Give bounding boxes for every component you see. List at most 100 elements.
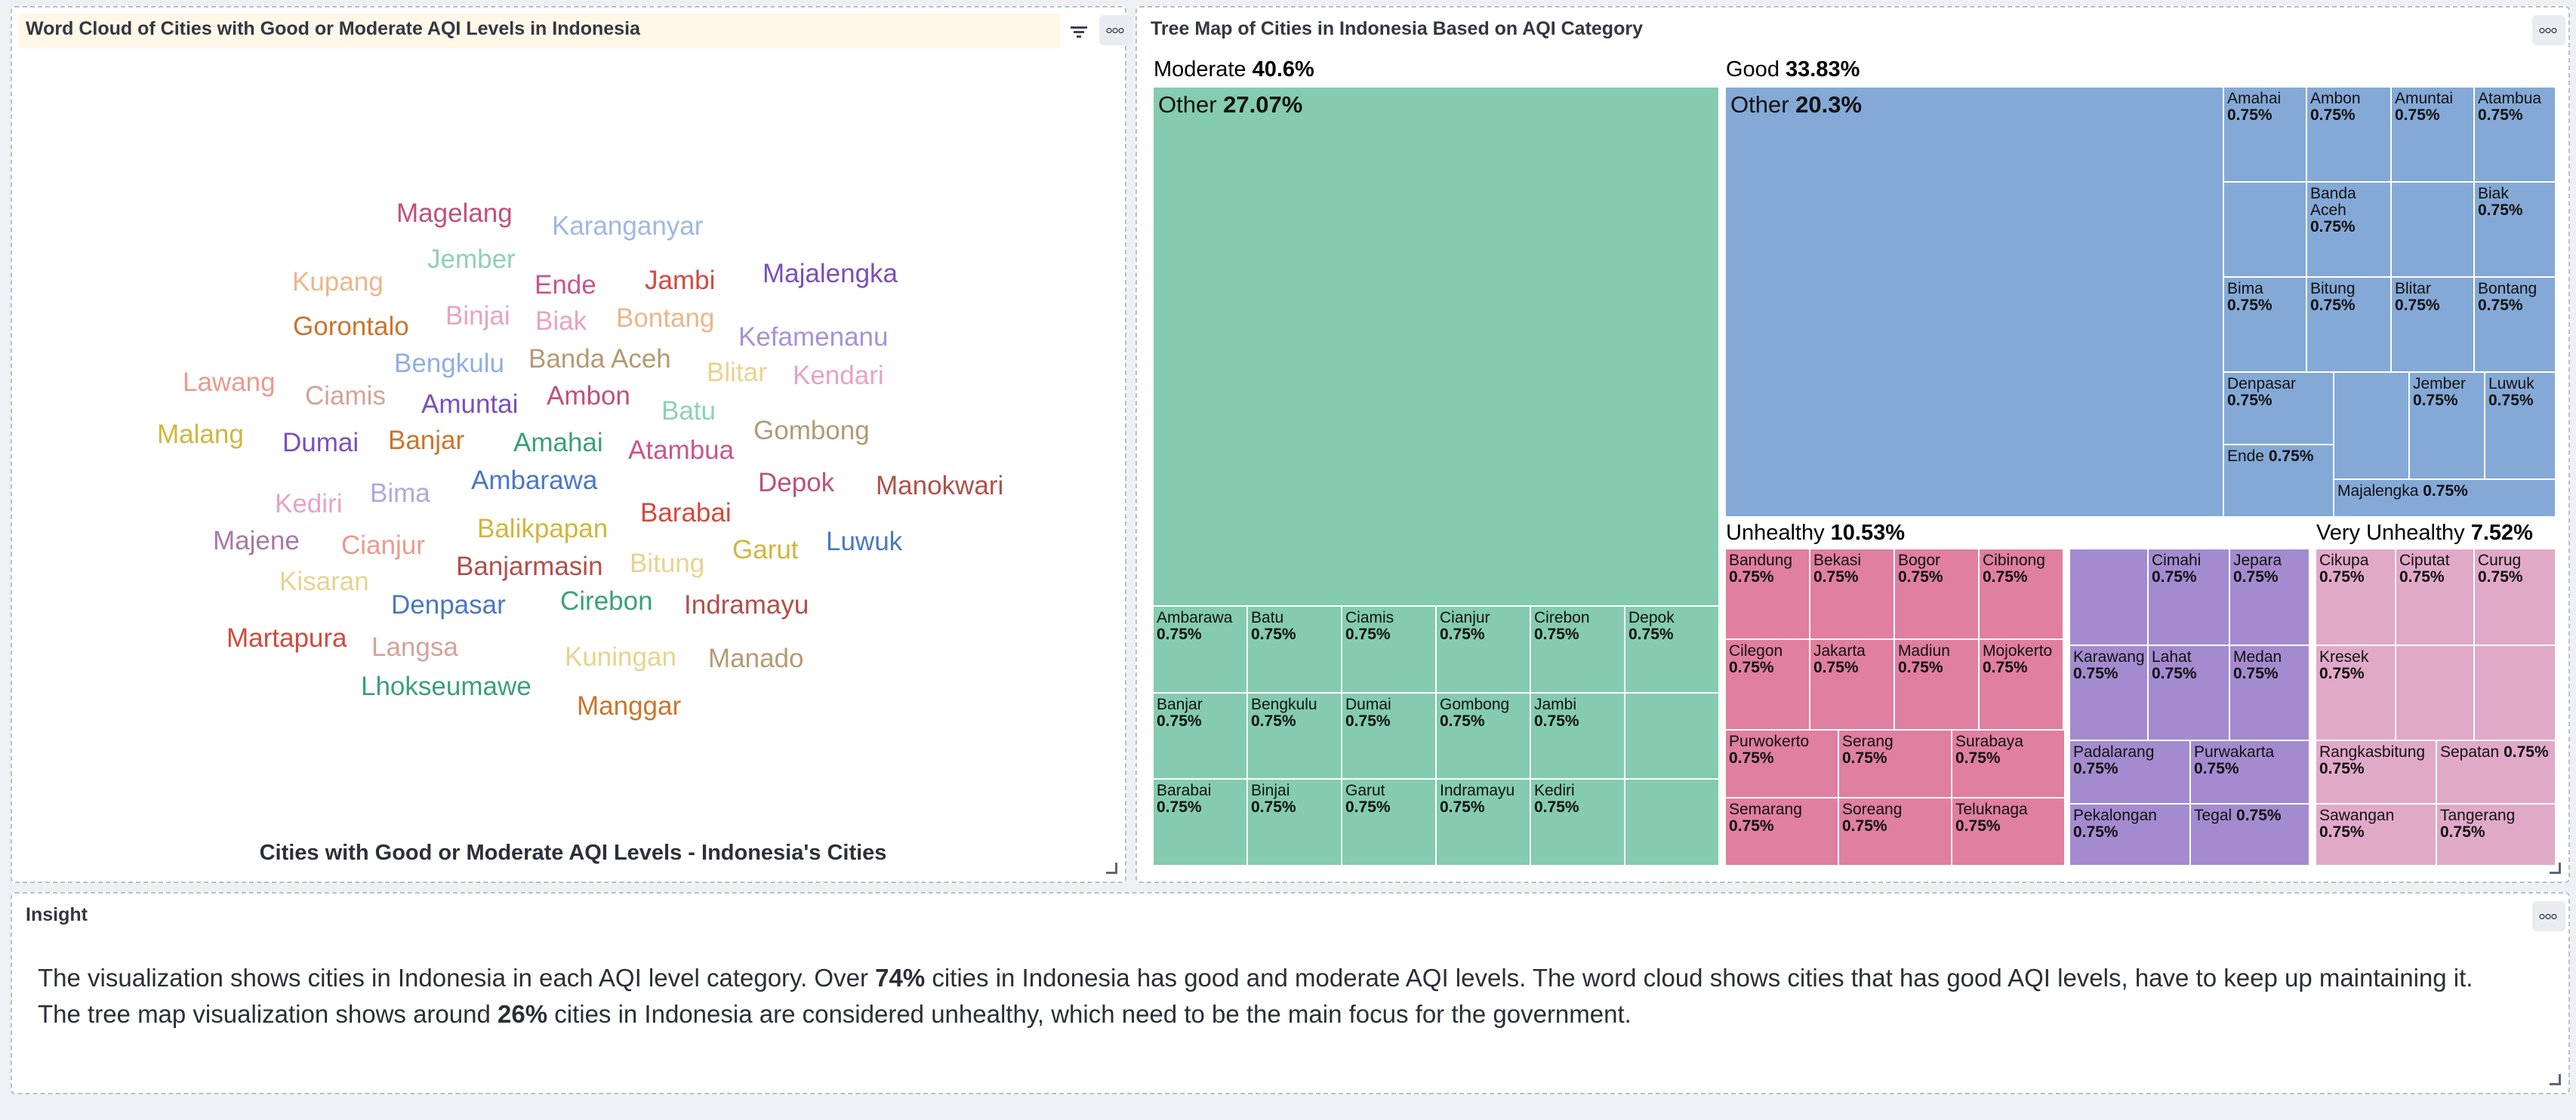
treemap-tile-name: Bitung bbox=[2310, 280, 2356, 297]
treemap-tile[interactable]: Garut 0.75% bbox=[1342, 780, 1437, 866]
treemap-tile[interactable]: Depok 0.75% bbox=[1625, 607, 1720, 694]
treemap-tile[interactable]: Sawangan 0.75% bbox=[2316, 805, 2437, 866]
treemap-tile[interactable]: Banda Aceh 0.75% bbox=[2307, 183, 2392, 278]
treemap-tile[interactable]: Majalengka 0.75% bbox=[2334, 480, 2556, 518]
treemap-tile[interactable]: Surabaya 0.75% bbox=[1952, 731, 2066, 798]
treemap-tile[interactable]: Ende 0.75% bbox=[2224, 445, 2334, 518]
word-cloud-word: Garut bbox=[732, 535, 799, 565]
treemap-tile[interactable]: Padalarang 0.75% bbox=[2070, 741, 2191, 805]
treemap-tile[interactable]: Bontang 0.75% bbox=[2475, 278, 2556, 373]
treemap-tile[interactable]: Luwuk 0.75% bbox=[2485, 373, 2556, 480]
treemap-tile-name: Atambua bbox=[2478, 90, 2542, 107]
treemap-tile[interactable]: Banjar 0.75% bbox=[1154, 694, 1248, 780]
treemap-tile[interactable] bbox=[2392, 183, 2475, 278]
treemap-tile-percent: 0.75% bbox=[1440, 712, 1485, 730]
treemap-tile[interactable]: Jember 0.75% bbox=[2410, 373, 2485, 480]
treemap-tile[interactable]: Cilegon 0.75% bbox=[1726, 640, 1810, 731]
word-cloud-word: Malang bbox=[157, 420, 244, 449]
treemap-tile[interactable] bbox=[2070, 549, 2149, 646]
treemap-tile[interactable]: Bandung 0.75% bbox=[1726, 549, 1810, 640]
treemap-tile[interactable]: Tegal 0.75% bbox=[2191, 805, 2310, 866]
treemap-tile[interactable]: Kediri 0.75% bbox=[1531, 780, 1625, 866]
word-cloud-word: Bengkulu bbox=[394, 349, 504, 378]
treemap-tile[interactable]: Purwakarta 0.75% bbox=[2191, 741, 2310, 805]
treemap-tile[interactable]: Medan 0.75% bbox=[2230, 646, 2310, 741]
treemap-tile[interactable]: Denpasar 0.75% bbox=[2224, 373, 2334, 445]
treemap-tile[interactable]: Amuntai 0.75% bbox=[2392, 88, 2475, 183]
treemap-tile[interactable]: Bengkulu 0.75% bbox=[1248, 694, 1342, 780]
treemap-tile[interactable]: Biak 0.75% bbox=[2475, 183, 2556, 278]
treemap-tile-name: Surabaya bbox=[1955, 733, 2023, 750]
treemap-tile[interactable]: Teluknaga 0.75% bbox=[1952, 798, 2066, 866]
treemap-tile[interactable]: Blitar 0.75% bbox=[2392, 278, 2475, 373]
treemap-tile[interactable]: Sepatan 0.75% bbox=[2437, 741, 2556, 805]
treemap-tile-percent: 0.75% bbox=[2478, 568, 2523, 586]
treemap-tile[interactable]: Bima 0.75% bbox=[2224, 278, 2307, 373]
treemap-tile[interactable] bbox=[2334, 373, 2410, 480]
treemap-tile[interactable] bbox=[2396, 646, 2475, 741]
treemap-tile[interactable]: Atambua 0.75% bbox=[2475, 88, 2556, 183]
treemap-tile-name: Medan bbox=[2233, 648, 2282, 666]
treemap-tile[interactable]: Bitung 0.75% bbox=[2307, 278, 2392, 373]
treemap-tile-percent: 0.75% bbox=[1345, 798, 1391, 816]
wordcloud-menu-button[interactable] bbox=[1099, 15, 1132, 45]
treemap-tile[interactable] bbox=[2475, 646, 2556, 741]
treemap-tile[interactable] bbox=[1625, 694, 1720, 780]
treemap-tile[interactable]: Madiun 0.75% bbox=[1895, 640, 1980, 731]
treemap-tile[interactable]: Tangerang 0.75% bbox=[2437, 805, 2556, 866]
treemap-tile-percent: 0.75% bbox=[1729, 749, 1774, 767]
resize-handle[interactable] bbox=[2550, 1074, 2561, 1085]
treemap-tile[interactable]: Kresek 0.75% bbox=[2316, 646, 2396, 741]
treemap-tile[interactable]: Binjai 0.75% bbox=[1248, 780, 1342, 866]
treemap-tile-percent: 0.75% bbox=[2478, 202, 2523, 219]
treemap-tile[interactable]: Bogor 0.75% bbox=[1895, 549, 1980, 640]
word-cloud-word: Bitung bbox=[630, 549, 705, 578]
word-cloud-word: Kisaran bbox=[279, 567, 369, 596]
treemap-tile[interactable]: Amahai 0.75% bbox=[2224, 88, 2307, 183]
treemap-menu-button[interactable] bbox=[2532, 15, 2565, 45]
insight-menu-button[interactable] bbox=[2532, 901, 2565, 931]
treemap-tile-other-moderate[interactable]: Other 27.07% bbox=[1154, 88, 1720, 607]
treemap-tile[interactable]: Cimahi 0.75% bbox=[2149, 549, 2230, 646]
treemap-tile[interactable]: Mojokerto 0.75% bbox=[1980, 640, 2064, 731]
treemap-tile[interactable]: Pekalongan 0.75% bbox=[2070, 805, 2191, 866]
filter-icon[interactable] bbox=[1066, 20, 1092, 42]
treemap-tile[interactable]: Cibinong 0.75% bbox=[1980, 549, 2064, 640]
treemap-tile[interactable] bbox=[2224, 183, 2307, 278]
treemap-tile-percent: 0.75% bbox=[2194, 760, 2239, 777]
word-cloud-word: Ambon bbox=[547, 381, 630, 411]
treemap-tile[interactable] bbox=[1625, 780, 1720, 866]
treemap-tile[interactable]: Ambon 0.75% bbox=[2307, 88, 2392, 183]
treemap-tile[interactable]: Gombong 0.75% bbox=[1437, 694, 1531, 780]
treemap-tile[interactable]: Lahat 0.75% bbox=[2149, 646, 2230, 741]
treemap-tile[interactable]: Batu 0.75% bbox=[1248, 607, 1342, 694]
treemap-tile[interactable]: Dumai 0.75% bbox=[1342, 694, 1437, 780]
treemap-tile[interactable]: Indramayu 0.75% bbox=[1437, 780, 1531, 866]
insight-title: Insight bbox=[26, 904, 88, 925]
treemap-tile[interactable]: Cikupa 0.75% bbox=[2316, 549, 2396, 646]
treemap-tile-percent: 0.75% bbox=[1729, 817, 1774, 835]
treemap-tile[interactable]: Serang 0.75% bbox=[1839, 731, 1952, 798]
word-cloud-word: Banjar bbox=[388, 426, 465, 455]
resize-handle[interactable] bbox=[2550, 863, 2561, 874]
treemap-tile[interactable]: Rangkasbitung 0.75% bbox=[2316, 741, 2437, 805]
treemap-tile[interactable]: Cianjur 0.75% bbox=[1437, 607, 1531, 694]
treemap-tile[interactable]: Cirebon 0.75% bbox=[1531, 607, 1625, 694]
treemap-tile[interactable]: Barabai 0.75% bbox=[1154, 780, 1248, 866]
resize-handle[interactable] bbox=[1106, 863, 1117, 874]
treemap-tile[interactable]: Ambarawa 0.75% bbox=[1154, 607, 1248, 694]
treemap-tile[interactable]: Karawang 0.75% bbox=[2070, 646, 2149, 741]
treemap-tile[interactable]: Bekasi 0.75% bbox=[1810, 549, 1895, 640]
treemap-tile[interactable]: Semarang 0.75% bbox=[1726, 798, 1839, 866]
treemap-tile[interactable]: Soreang 0.75% bbox=[1839, 798, 1952, 866]
treemap-tile-percent: 0.75% bbox=[2319, 760, 2365, 777]
treemap-tile[interactable]: Jepara 0.75% bbox=[2230, 549, 2310, 646]
treemap-tile[interactable]: Ciputat 0.75% bbox=[2396, 549, 2475, 646]
treemap-tile[interactable]: Ciamis 0.75% bbox=[1342, 607, 1437, 694]
treemap-tile[interactable]: Curug 0.75% bbox=[2475, 549, 2556, 646]
treemap-tile[interactable]: Purwokerto 0.75% bbox=[1726, 731, 1839, 798]
treemap-tile[interactable]: Jakarta 0.75% bbox=[1810, 640, 1895, 731]
treemap-tile[interactable]: Jambi 0.75% bbox=[1531, 694, 1625, 780]
treemap-tile-other-good[interactable]: Other 20.3% bbox=[1726, 88, 2224, 518]
treemap-tile-percent: 0.75% bbox=[1729, 659, 1774, 676]
